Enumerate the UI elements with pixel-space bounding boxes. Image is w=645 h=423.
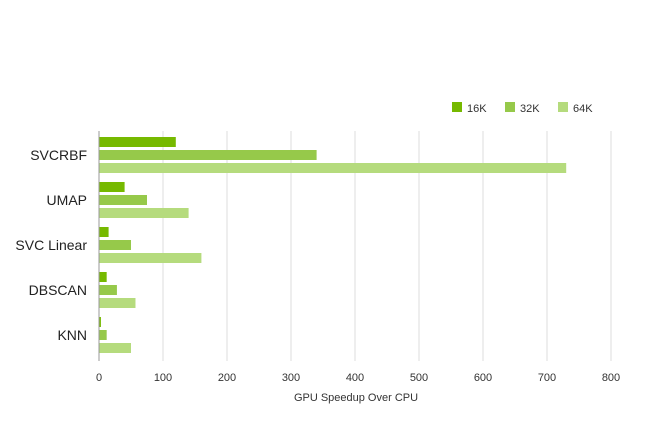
bar-svc-linear-16k xyxy=(99,227,109,237)
category-label-knn: KNN xyxy=(57,327,87,343)
legend-label-32k: 32K xyxy=(520,103,540,115)
legend-label-64k: 64K xyxy=(573,103,593,115)
bar-dbscan-32k xyxy=(99,285,117,295)
bar-knn-64k xyxy=(99,343,131,353)
legend-swatch-16k xyxy=(452,102,462,112)
bar-umap-16k xyxy=(99,182,125,192)
bar-knn-16k xyxy=(99,317,101,327)
bar-svc-linear-64k xyxy=(99,253,202,263)
x-tick-label-800: 800 xyxy=(602,372,620,384)
category-label-dbscan: DBSCAN xyxy=(29,282,87,298)
bar-dbscan-16k xyxy=(99,272,107,282)
category-labels: SVCRBF UMAP SVC Linear DBSCAN KNN xyxy=(15,147,87,343)
category-label-svcrbf: SVCRBF xyxy=(30,147,87,163)
bar-svcrbf-16k xyxy=(99,137,176,147)
legend-swatch-64k xyxy=(558,102,568,112)
x-tick-label-200: 200 xyxy=(218,372,236,384)
x-tick-label-100: 100 xyxy=(154,372,172,384)
bar-umap-32k xyxy=(99,195,147,205)
legend-swatch-32k xyxy=(505,102,515,112)
legend-label-16k: 16K xyxy=(467,103,487,115)
x-tick-labels: 0 100 200 300 400 500 600 700 800 xyxy=(96,372,620,384)
legend: 16K 32K 64K xyxy=(452,102,593,115)
bar-dbscan-64k xyxy=(99,298,136,308)
bar-svcrbf-32k xyxy=(99,150,317,160)
bar-svcrbf-64k xyxy=(99,163,567,173)
x-tick-label-400: 400 xyxy=(346,372,364,384)
x-tick-label-500: 500 xyxy=(410,372,428,384)
x-tick-label-600: 600 xyxy=(474,372,492,384)
x-tick-label-700: 700 xyxy=(538,372,556,384)
category-label-umap: UMAP xyxy=(47,192,87,208)
bar-svc-linear-32k xyxy=(99,240,131,250)
bar-umap-64k xyxy=(99,208,189,218)
x-tick-label-300: 300 xyxy=(282,372,300,384)
bar-knn-32k xyxy=(99,330,107,340)
x-tick-label-0: 0 xyxy=(96,372,102,384)
x-axis-title: GPU Speedup Over CPU xyxy=(294,392,418,404)
category-label-svc-linear: SVC Linear xyxy=(15,237,87,253)
bars xyxy=(99,137,567,353)
